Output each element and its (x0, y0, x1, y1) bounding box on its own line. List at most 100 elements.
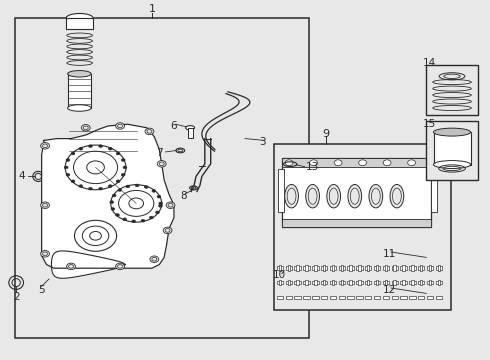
Circle shape (152, 189, 156, 192)
Bar (411, 265, 414, 271)
Circle shape (118, 265, 122, 268)
Bar (277, 296, 283, 299)
Circle shape (79, 147, 83, 150)
Bar (385, 280, 387, 285)
Circle shape (157, 161, 166, 167)
Bar (385, 265, 387, 271)
Circle shape (71, 152, 75, 155)
Bar (392, 266, 398, 270)
Bar (279, 280, 281, 285)
Text: 12: 12 (383, 285, 396, 295)
Bar (365, 281, 371, 284)
Bar (296, 280, 299, 285)
Circle shape (43, 203, 48, 207)
Circle shape (166, 202, 175, 208)
Bar (429, 265, 431, 271)
Ellipse shape (390, 184, 404, 208)
Ellipse shape (371, 188, 380, 204)
Bar (347, 281, 354, 284)
Bar (294, 296, 301, 299)
Bar (393, 265, 396, 271)
Bar (286, 266, 292, 270)
Circle shape (129, 198, 144, 209)
Circle shape (285, 160, 293, 166)
Bar (188, 128, 193, 138)
Bar (436, 281, 442, 284)
Circle shape (118, 124, 122, 128)
Text: 11: 11 (383, 249, 396, 259)
Ellipse shape (350, 188, 359, 204)
Circle shape (383, 160, 391, 166)
Bar (426, 121, 478, 180)
Circle shape (108, 185, 112, 188)
Bar (365, 266, 371, 270)
Bar (303, 266, 310, 270)
Bar (68, 74, 91, 108)
Text: 4: 4 (19, 171, 25, 181)
Circle shape (132, 220, 136, 223)
Circle shape (168, 203, 173, 207)
Bar (383, 266, 389, 270)
Bar (339, 296, 345, 299)
Circle shape (135, 184, 139, 187)
Circle shape (152, 257, 157, 261)
Text: 6: 6 (171, 121, 177, 131)
Bar (383, 281, 389, 284)
Bar (409, 266, 416, 270)
Bar (400, 281, 407, 284)
Bar (418, 266, 424, 270)
Bar (66, 18, 93, 29)
Ellipse shape (369, 184, 383, 208)
Bar (426, 65, 478, 115)
Circle shape (89, 145, 93, 148)
Text: 14: 14 (422, 58, 436, 68)
Bar (420, 265, 422, 271)
Bar (312, 266, 318, 270)
Ellipse shape (308, 188, 317, 204)
Bar (392, 281, 398, 284)
Bar (312, 296, 318, 299)
Bar (427, 296, 433, 299)
Bar (282, 158, 431, 227)
Bar (286, 296, 292, 299)
Circle shape (83, 126, 88, 130)
Bar (303, 281, 310, 284)
Bar (356, 281, 363, 284)
Bar (15, 18, 309, 338)
Ellipse shape (68, 71, 91, 77)
Bar (339, 266, 345, 270)
Bar (349, 280, 352, 285)
Bar (356, 266, 363, 270)
Circle shape (359, 160, 367, 166)
Bar (365, 296, 371, 299)
Polygon shape (51, 251, 125, 278)
Bar (358, 280, 361, 285)
Ellipse shape (285, 184, 298, 208)
Bar (294, 266, 301, 270)
Bar (347, 296, 354, 299)
Bar (321, 266, 327, 270)
Circle shape (123, 218, 127, 221)
Bar (323, 280, 325, 285)
Circle shape (116, 152, 120, 155)
Circle shape (41, 251, 49, 257)
Bar (314, 265, 317, 271)
Circle shape (126, 185, 130, 188)
Circle shape (69, 265, 74, 268)
Circle shape (43, 252, 48, 256)
Circle shape (67, 263, 75, 270)
Bar (296, 265, 299, 271)
Circle shape (43, 144, 48, 148)
Bar (314, 280, 317, 285)
Circle shape (89, 187, 93, 190)
Ellipse shape (329, 188, 338, 204)
Bar (367, 280, 369, 285)
Bar (288, 265, 290, 271)
Bar (349, 265, 352, 271)
Circle shape (66, 158, 70, 161)
Bar (282, 219, 431, 227)
Bar (288, 280, 290, 285)
Text: 15: 15 (422, 119, 436, 129)
Bar (330, 266, 336, 270)
Bar (411, 280, 414, 285)
